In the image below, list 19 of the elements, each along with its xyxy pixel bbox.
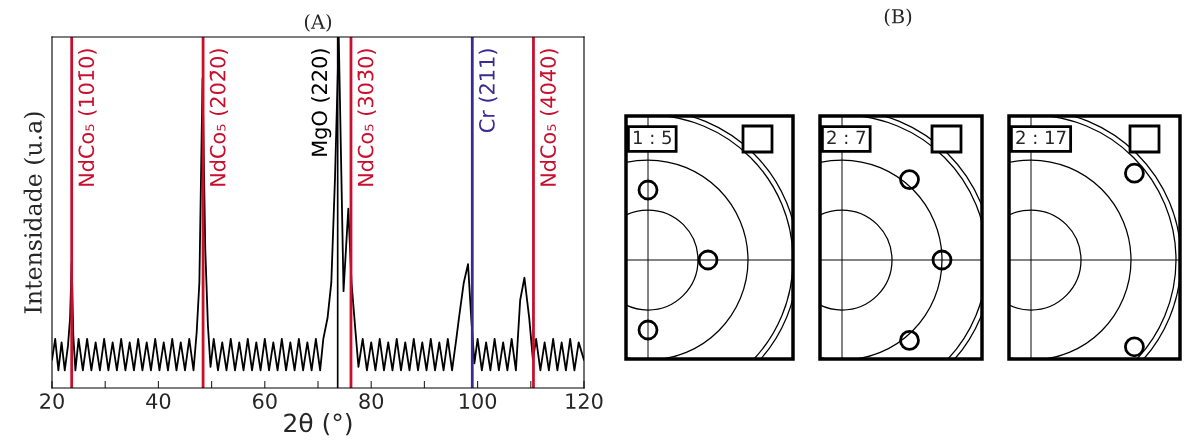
ref-line-label: NdCo₅ (303̄0) (357, 49, 376, 186)
x-tick-label: 20 (40, 393, 64, 409)
y-axis-title: Intensidade (u.a) (23, 112, 46, 314)
x-tick-label: 80 (359, 393, 384, 409)
x-axis-title: 2θ (°) (284, 412, 352, 436)
x-tick-label: 120 (566, 393, 603, 409)
x-tick-label: 100 (460, 393, 497, 409)
x-tick-label: 40 (146, 393, 171, 409)
x-tick-label: 60 (253, 393, 277, 409)
ref-line-label: MgO (220) (311, 49, 332, 156)
ref-line-label: NdCo₅ (404̄0) (539, 49, 559, 186)
text: (B) (884, 8, 912, 27)
ref-line-label: Cr (211) (478, 49, 498, 133)
ref-line-label: NdCo₅ (202̄0) (209, 49, 229, 186)
chart-title: (A) (304, 13, 332, 32)
text: 2 : 7 (827, 130, 865, 144)
ref-line-label: NdCo₅ (101̄0) (78, 49, 97, 186)
text: 1 : 5 (633, 130, 671, 145)
text: 2 : 17 (1016, 130, 1066, 144)
